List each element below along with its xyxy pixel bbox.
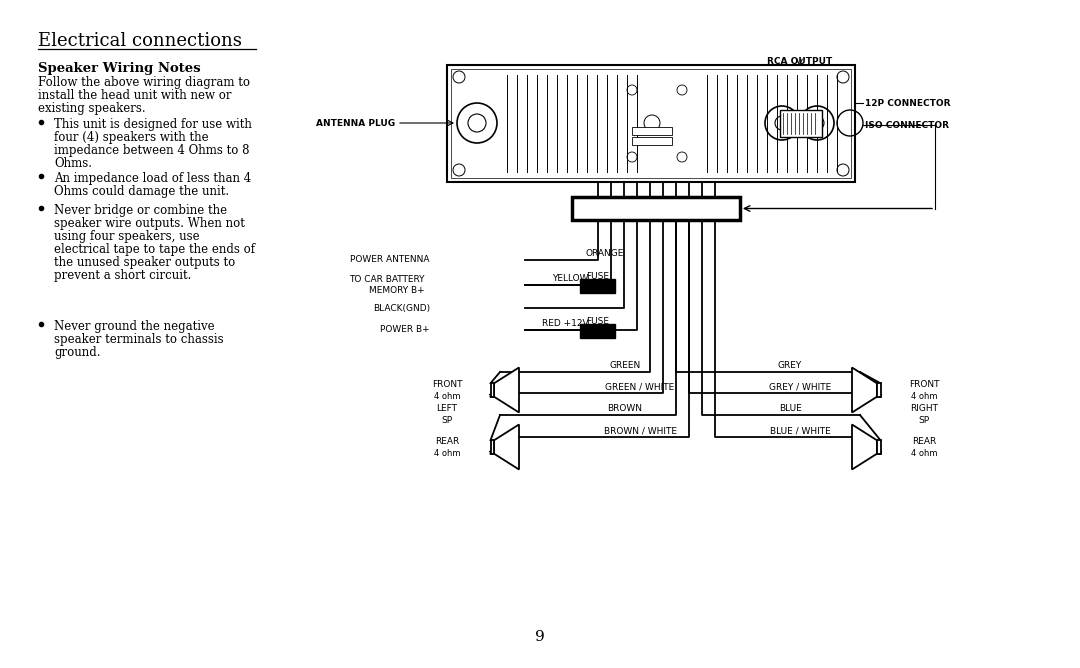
Text: An impedance load of less than 4: An impedance load of less than 4 [54,172,252,185]
Text: Follow the above wiring diagram to: Follow the above wiring diagram to [38,76,249,89]
Text: FUSE: FUSE [586,317,609,326]
Text: REAR: REAR [435,437,459,446]
Bar [490,383,495,397]
Polygon shape [495,367,519,413]
Text: Never bridge or combine the: Never bridge or combine the [54,204,227,217]
Text: BLUE: BLUE [779,404,801,413]
Polygon shape [852,424,877,470]
Text: install the head unit with new or: install the head unit with new or [38,89,231,102]
Bar [580,324,615,338]
Text: Ohms.: Ohms. [54,157,92,170]
Bar [780,110,822,137]
Text: -: - [490,438,495,448]
Text: 12P CONNECTOR: 12P CONNECTOR [865,98,950,108]
Text: speaker wire outputs. When not: speaker wire outputs. When not [54,217,245,230]
Text: ground.: ground. [54,346,100,359]
Text: GREY: GREY [778,361,802,370]
Text: FRONT: FRONT [908,380,940,389]
Text: four (4) speakers with the: four (4) speakers with the [54,131,208,144]
Text: Speaker Wiring Notes: Speaker Wiring Notes [38,62,201,75]
Text: 9: 9 [535,630,545,644]
Text: +: + [488,447,497,457]
Text: the unused speaker outputs to: the unused speaker outputs to [54,256,235,269]
Bar [580,279,615,293]
Text: LEFT: LEFT [436,404,458,413]
Text: 4 ohm: 4 ohm [910,449,937,458]
Text: SP: SP [442,416,453,425]
Bar [877,383,880,397]
Text: GREY / WHITE: GREY / WHITE [769,382,832,391]
Text: -: - [490,380,495,390]
Polygon shape [495,424,519,470]
Text: BROWN / WHITE: BROWN / WHITE [604,426,676,435]
Text: ORANGE: ORANGE [585,249,624,258]
Text: 4 ohm: 4 ohm [434,392,460,401]
Bar [572,197,740,220]
Text: prevent a short circuit.: prevent a short circuit. [54,269,191,282]
Text: electrical tape to tape the ends of: electrical tape to tape the ends of [54,243,255,256]
Text: TO CAR BATTERY
MEMORY B+: TO CAR BATTERY MEMORY B+ [350,275,426,295]
Text: FUSE: FUSE [586,272,609,281]
Text: FRONT: FRONT [432,380,462,389]
Text: Electrical connections: Electrical connections [38,32,242,50]
Text: ANTENNA PLUG: ANTENNA PLUG [315,118,395,128]
Text: Ohms could damage the unit.: Ohms could damage the unit. [54,185,229,198]
Bar [447,65,855,182]
Text: GREEN: GREEN [609,361,640,370]
Text: -: - [877,438,880,448]
Text: RIGHT: RIGHT [910,404,939,413]
Text: +: + [488,389,497,399]
Bar [632,127,672,135]
Text: +: + [875,389,882,399]
Text: using four speakers, use: using four speakers, use [54,230,200,243]
Text: impedance between 4 Ohms to 8: impedance between 4 Ohms to 8 [54,144,249,157]
Text: existing speakers.: existing speakers. [38,102,146,115]
Text: BLACK(GND): BLACK(GND) [373,303,430,313]
Text: BROWN: BROWN [607,404,643,413]
Text: RCA OUTPUT: RCA OUTPUT [767,57,832,66]
Text: RED +12V: RED +12V [542,319,589,328]
Polygon shape [852,367,877,413]
Text: This unit is designed for use with: This unit is designed for use with [54,118,252,131]
Text: BLUE / WHITE: BLUE / WHITE [770,426,831,435]
Text: REAR: REAR [912,437,936,446]
Bar [490,440,495,454]
Text: GREEN / WHITE: GREEN / WHITE [606,382,675,391]
Text: POWER ANTENNA: POWER ANTENNA [351,255,430,265]
Text: speaker terminals to chassis: speaker terminals to chassis [54,333,224,346]
Text: 4 ohm: 4 ohm [910,392,937,401]
Text: SP: SP [918,416,930,425]
Text: YELLOW: YELLOW [552,274,589,283]
Text: -: - [877,380,880,390]
Bar [451,69,851,178]
Text: ISO CONNECTOR: ISO CONNECTOR [865,120,949,130]
Text: Never ground the negative: Never ground the negative [54,320,215,333]
Text: POWER B+: POWER B+ [380,325,430,335]
Bar [877,440,880,454]
Text: 4 ohm: 4 ohm [434,449,460,458]
Bar [632,137,672,145]
Text: +: + [875,447,882,457]
